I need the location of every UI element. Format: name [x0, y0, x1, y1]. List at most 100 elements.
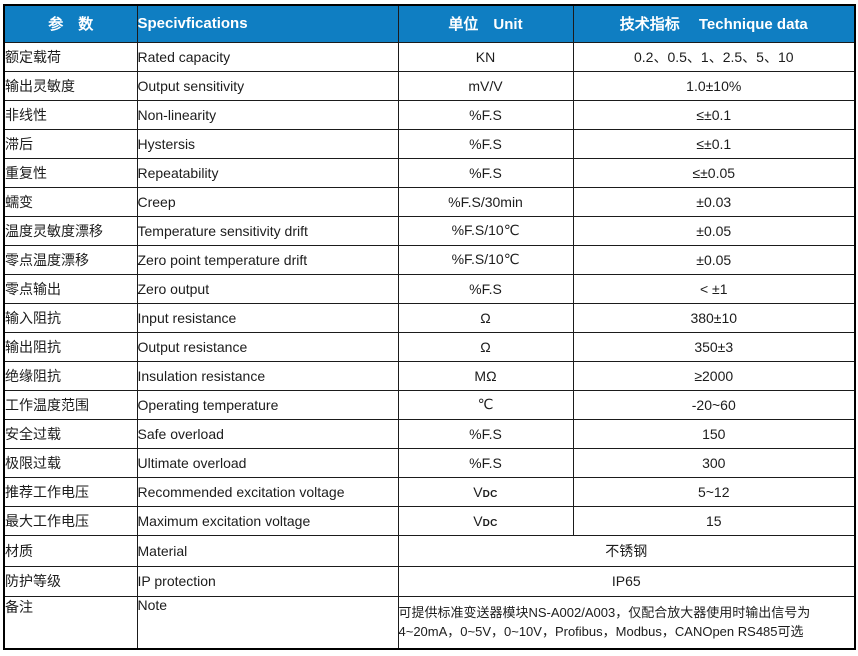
unit-suffix: DC — [482, 517, 498, 529]
parameter-cn: 重复性 — [3, 157, 138, 188]
unit-cell: %F.S — [397, 157, 574, 188]
unit-main: Ω — [480, 338, 491, 355]
technique-data-cell: -20~60 — [572, 389, 856, 420]
technique-data-cell: ±0.05 — [572, 244, 856, 275]
spec-table: 参 数 Specivfications 单位 Unit 技术指标 Techniq… — [3, 4, 856, 650]
unit-main: MΩ — [474, 367, 497, 384]
specification-en: Rated capacity — [136, 41, 399, 72]
technique-data-cell: 350±3 — [572, 331, 856, 362]
technique-data-cell: 0.2、0.5、1、2.5、5、10 — [572, 41, 856, 72]
table-row: 推荐工作电压 Recommended excitation voltage VDC 5… — [3, 476, 856, 507]
parameter-cn: 绝缘阻抗 — [3, 360, 138, 391]
unit-cell: VDC — [397, 505, 574, 536]
header-row: 参 数 Specivfications 单位 Unit 技术指标 Techniq… — [3, 4, 856, 43]
unit-cell: Ω — [397, 302, 574, 333]
specification-en: Material — [136, 534, 399, 567]
table-row: 输出灵敏度 Output sensitivity mV/V 1.0±10% — [3, 70, 856, 101]
table-row: 输入阻抗 Input resistance Ω 380±10 — [3, 302, 856, 333]
unit-cell: %F.S — [397, 99, 574, 130]
parameter-cn: 零点温度漂移 — [3, 244, 138, 275]
unit-cell: %F.S/10℃ — [397, 244, 574, 275]
unit-cell: %F.S — [397, 273, 574, 304]
technique-data-cell: 5~12 — [572, 476, 856, 507]
unit-cell: mV/V — [397, 70, 574, 101]
unit-cell: %F.S/30min — [397, 186, 574, 217]
table-row: 零点温度漂移 Zero point temperature drift %F.S/1… — [3, 244, 856, 275]
table-row: 温度灵敏度漂移 Temperature sensitivity drift %F.S… — [3, 215, 856, 246]
specification-en: Output sensitivity — [136, 70, 399, 101]
technique-data-cell: 15 — [572, 505, 856, 536]
table-row: 非线性 Non-linearity %F.S ≤±0.1 — [3, 99, 856, 130]
unit-main: %F.S — [469, 135, 502, 152]
specification-en: Non-linearity — [136, 99, 399, 130]
note-line: 可提供标准变送器模块NS-A002/A003，仅配合放大器使用时输出信号为 — [398, 604, 811, 620]
specification-en: Maximum excitation voltage — [136, 505, 399, 536]
unit-cell: %F.S/10℃ — [397, 215, 574, 246]
specification-en: Safe overload — [136, 418, 399, 449]
parameter-cn: 输出灵敏度 — [3, 70, 138, 101]
table-row: 输出阻抗 Output resistance Ω 350±3 — [3, 331, 856, 362]
parameter-cn: 推荐工作电压 — [3, 476, 138, 507]
table-row-note: 备注 Note 可提供标准变送器模块NS-A002/A003，仅配合放大器使用时输出… — [3, 595, 856, 650]
unit-cell: Ω — [397, 331, 574, 362]
technique-data-cell: ±0.05 — [572, 215, 856, 246]
parameter-cn: 零点输出 — [3, 273, 138, 304]
parameter-cn: 输出阻抗 — [3, 331, 138, 362]
unit-main: %F.S/10℃ — [451, 222, 520, 238]
unit-cell: VDC — [397, 476, 574, 507]
specification-en: Input resistance — [136, 302, 399, 333]
spec-table-header: 参 数 Specivfications 单位 Unit 技术指标 Techniq… — [3, 4, 856, 43]
parameter-cn: 安全过载 — [3, 418, 138, 449]
parameter-cn: 非线性 — [3, 99, 138, 130]
technique-data-cell: 380±10 — [572, 302, 856, 333]
unit-main: %F.S — [469, 106, 502, 123]
specification-en: IP protection — [136, 565, 399, 597]
technique-data-cell: < ±1 — [572, 273, 856, 304]
technique-data-cell: 300 — [572, 447, 856, 478]
specification-en: Creep — [136, 186, 399, 217]
unit-main: %F.S — [469, 454, 502, 471]
table-row: 极限过载 Ultimate overload %F.S 300 — [3, 447, 856, 478]
header-parameter: 参 数 — [3, 4, 138, 43]
technique-data-cell: 150 — [572, 418, 856, 449]
technique-data-cell: ±0.03 — [572, 186, 856, 217]
header-unit: 单位 Unit — [397, 4, 574, 43]
table-row: 绝缘阻抗 Insulation resistance MΩ ≥2000 — [3, 360, 856, 391]
parameter-cn: 输入阻抗 — [3, 302, 138, 333]
table-row: 重复性 Repeatability %F.S ≤±0.05 — [3, 157, 856, 188]
specification-en: Zero output — [136, 273, 399, 304]
specification-en: Insulation resistance — [136, 360, 399, 391]
header-technique-data: 技术指标 Technique data — [572, 4, 856, 43]
table-row: 材质 Material 不锈钢 — [3, 534, 856, 567]
unit-cell: ℃ — [397, 389, 574, 420]
unit-main: mV/V — [468, 77, 503, 94]
parameter-cn: 工作温度范围 — [3, 389, 138, 420]
specification-en: Zero point temperature drift — [136, 244, 399, 275]
header-specifications: Specivfications — [136, 4, 399, 43]
table-row: 工作温度范围 Operating temperature ℃ -20~60 — [3, 389, 856, 420]
unit-main: KN — [475, 48, 496, 65]
parameter-cn: 蠕变 — [3, 186, 138, 217]
merged-value-cell: IP65 — [397, 565, 856, 597]
technique-data-cell: ≤±0.1 — [572, 99, 856, 130]
unit-main: Ω — [480, 309, 491, 326]
unit-main: %F.S/10℃ — [451, 251, 520, 267]
unit-cell: %F.S — [397, 128, 574, 159]
technique-data-cell: 1.0±10% — [572, 70, 856, 101]
parameter-cn: 最大工作电压 — [3, 505, 138, 536]
parameter-cn: 滞后 — [3, 128, 138, 159]
spec-sheet: 参 数 Specivfications 单位 Unit 技术指标 Techniq… — [3, 4, 856, 650]
unit-main: ℃ — [477, 396, 494, 412]
specification-en: Temperature sensitivity drift — [136, 215, 399, 246]
unit-cell: KN — [397, 41, 574, 72]
unit-cell: %F.S — [397, 418, 574, 449]
unit-main: V — [473, 483, 483, 500]
spec-table-body: 额定载荷 Rated capacity KN 0.2、0.5、1、2.5、5、10 输出… — [3, 41, 856, 650]
specification-en: Note — [136, 595, 399, 650]
unit-cell: MΩ — [397, 360, 574, 391]
parameter-cn: 备注 — [3, 595, 138, 650]
table-row: 防护等级 IP protection IP65 — [3, 565, 856, 597]
unit-main: %F.S/30min — [448, 193, 523, 210]
table-row: 最大工作电压 Maximum excitation voltage VDC 15 — [3, 505, 856, 536]
table-row: 零点输出 Zero output %F.S < ±1 — [3, 273, 856, 304]
